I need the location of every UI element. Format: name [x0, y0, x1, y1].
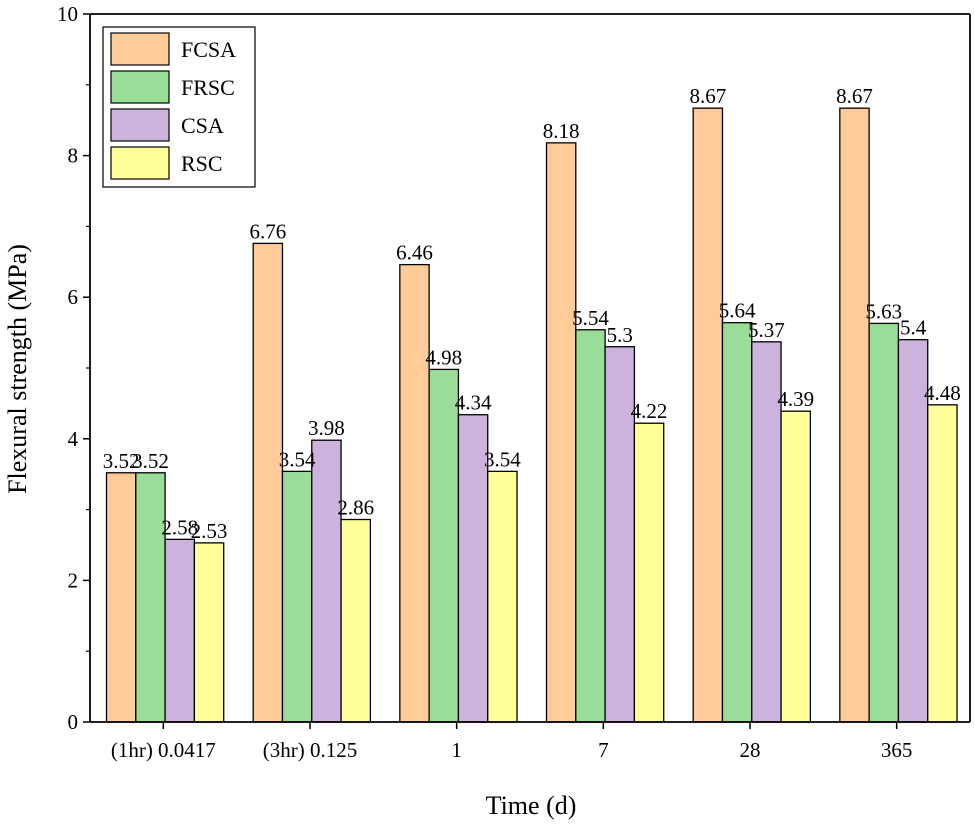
bar-frsc-1: [135, 472, 166, 723]
legend-label-csa: CSA: [181, 113, 224, 138]
bar-fcsa-2: [252, 242, 284, 723]
x-tick-label-5: 28: [740, 738, 761, 762]
data-label-rsc-3: 3.54: [484, 447, 521, 471]
data-label-frsc-5: 5.64: [719, 299, 756, 323]
legend: FCSA FRSC CSA RSC: [102, 26, 256, 188]
data-label-fcsa-1: 3.52: [103, 449, 140, 473]
data-label-csa-4: 5.3: [607, 323, 633, 347]
legend-label-frsc: FRSC: [181, 75, 235, 100]
data-label-csa-5: 5.37: [748, 318, 785, 342]
data-label-fcsa-5: 8.67: [689, 84, 726, 108]
x-tick-label-6: 365: [881, 738, 913, 762]
legend-swatch-fcsa: [110, 32, 170, 66]
legend-swatch-csa: [110, 108, 170, 142]
data-label-csa-2: 3.98: [308, 416, 345, 440]
bar-rsc-4: [633, 422, 665, 723]
legend-label-fcsa: FCSA: [181, 37, 236, 62]
data-label-csa-3: 4.34: [455, 391, 492, 415]
bar-rsc-3: [487, 470, 518, 723]
data-label-rsc-1: 2.53: [191, 519, 228, 543]
legend-swatch-rsc: [110, 146, 170, 180]
bar-rsc-6: [927, 404, 958, 723]
bar-csa-4: [604, 346, 636, 723]
data-label-rsc-4: 4.22: [631, 399, 668, 423]
bar-frsc-4: [575, 329, 606, 723]
data-label-rsc-5: 4.39: [777, 387, 814, 411]
bar-frsc-2: [281, 470, 313, 723]
data-label-rsc-6: 4.48: [924, 381, 961, 405]
data-label-frsc-3: 4.98: [425, 345, 462, 369]
bar-fcsa-5: [692, 107, 724, 723]
legend-label-rsc: RSC: [181, 151, 223, 176]
data-label-frsc-4: 5.54: [572, 306, 609, 330]
bar-fcsa-4: [545, 142, 577, 723]
bar-csa-1: [164, 538, 196, 723]
bar-fcsa-3: [399, 263, 430, 723]
y-tick-label-8: 8: [68, 144, 79, 168]
y-tick-label-4: 4: [68, 427, 79, 451]
bar-csa-2: [311, 439, 342, 723]
bar-frsc-5: [721, 322, 753, 723]
data-label-fcsa-6: 8.67: [836, 84, 873, 108]
legend-swatch-frsc: [110, 70, 170, 104]
data-label-fcsa-4: 8.18: [543, 119, 580, 143]
data-label-csa-6: 5.4: [900, 316, 927, 340]
data-label-csa-1: 2.58: [161, 515, 198, 539]
data-label-frsc-6: 5.63: [865, 299, 902, 323]
data-label-rsc-2: 2.86: [337, 496, 374, 520]
data-label-frsc-1: 3.52: [132, 449, 169, 473]
y-axis-title: Flexural strength (MPa): [3, 244, 32, 494]
data-label-fcsa-3: 6.46: [396, 241, 433, 265]
bar-rsc-5: [780, 410, 812, 723]
bar-frsc-6: [868, 322, 900, 723]
x-tick-label-3: 1: [451, 738, 462, 762]
bar-frsc-3: [428, 368, 460, 723]
y-tick-label-2: 2: [68, 568, 79, 592]
y-tick-label-6: 6: [68, 285, 79, 309]
bar-rsc-1: [193, 542, 225, 723]
x-tick-label-4: 7: [598, 738, 609, 762]
x-tick-label-2: (3hr) 0.125: [263, 738, 357, 762]
bar-rsc-2: [340, 518, 372, 723]
x-axis-title: Time (d): [486, 791, 577, 820]
x-tick-label-1: (1hr) 0.0417: [111, 738, 216, 762]
y-tick-label-10: 10: [57, 2, 78, 26]
bar-fcsa-6: [839, 107, 870, 723]
bar-csa-3: [457, 414, 489, 723]
bar-fcsa-1: [105, 472, 137, 723]
y-tick-label-0: 0: [68, 710, 79, 734]
data-label-fcsa-2: 6.76: [249, 219, 286, 243]
data-label-frsc-2: 3.54: [279, 447, 316, 471]
